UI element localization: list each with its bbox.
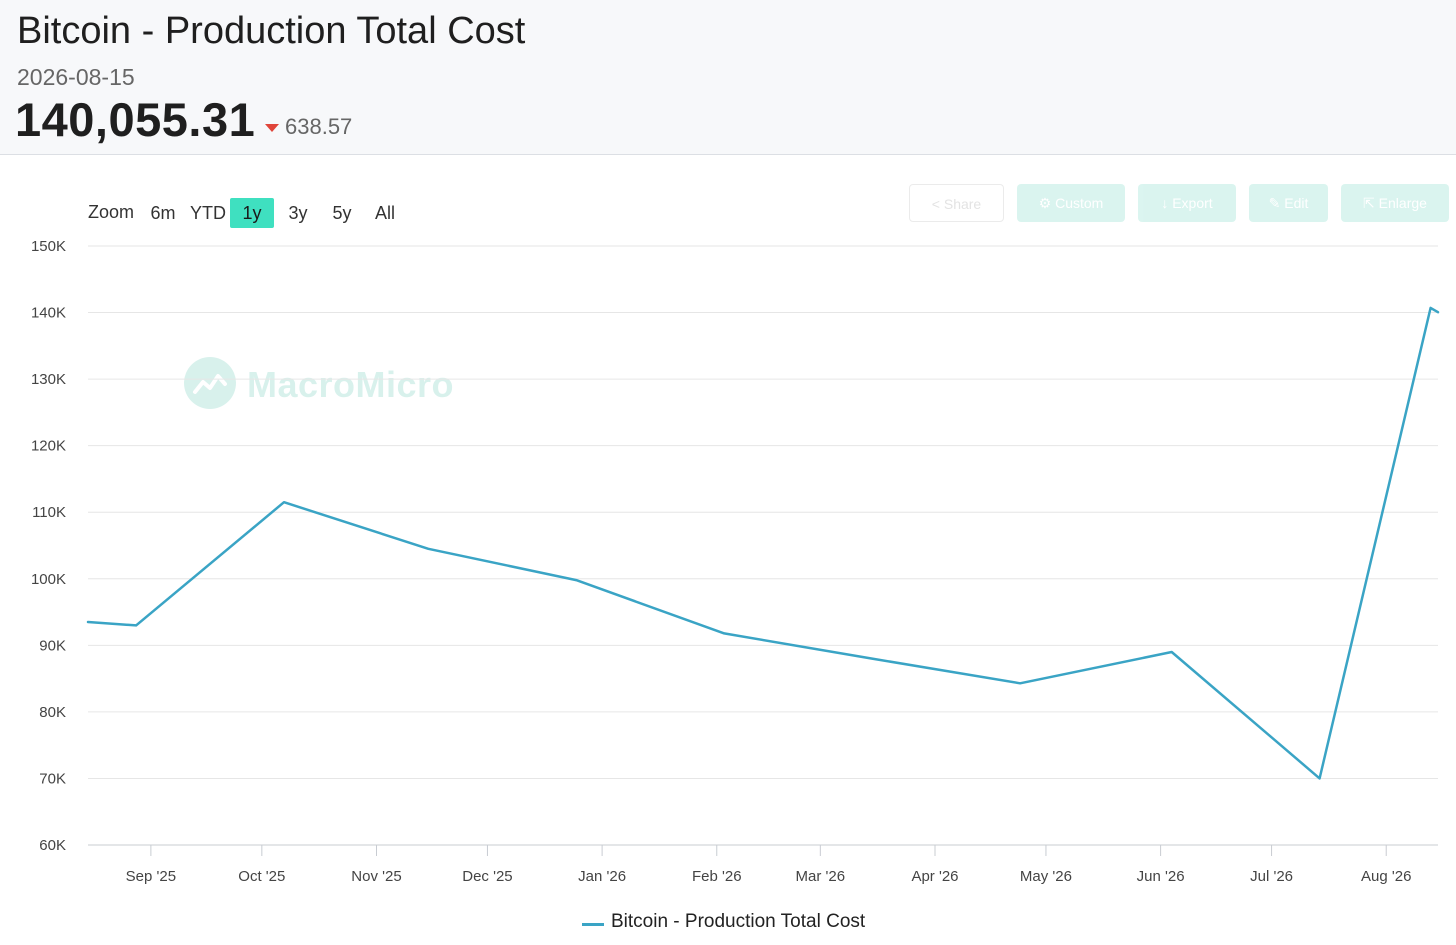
download-icon: ↓ bbox=[1161, 195, 1169, 211]
gridlines bbox=[88, 245, 1438, 846]
data-point[interactable] bbox=[718, 627, 730, 639]
enlarge-button[interactable]: ⇱ Enlarge bbox=[1341, 184, 1449, 222]
export-button-label: Export bbox=[1172, 195, 1213, 211]
share-icon: < bbox=[931, 196, 940, 212]
y-tick-label: 110K bbox=[32, 504, 66, 521]
y-tick-label: 90K bbox=[39, 637, 66, 654]
data-point[interactable] bbox=[278, 496, 290, 508]
x-tick-label: Dec '25 bbox=[462, 868, 512, 885]
series-line[interactable] bbox=[86, 306, 1440, 780]
zoom-5y-button[interactable]: 5y bbox=[332, 203, 352, 223]
watermark-text: MacroMicro bbox=[247, 364, 455, 405]
x-tick-label: Apr '26 bbox=[911, 868, 958, 885]
x-tick-label: Aug '26 bbox=[1361, 868, 1411, 885]
y-tick-label: 70K bbox=[39, 770, 66, 787]
chart-title: Bitcoin - Production Total Cost bbox=[17, 10, 526, 52]
data-point[interactable] bbox=[82, 616, 94, 628]
x-tick-label: Nov '25 bbox=[351, 868, 401, 885]
chart-header: Bitcoin - Production Total Cost 2026-08-… bbox=[0, 0, 1456, 155]
y-tick-label: 60K bbox=[39, 837, 66, 854]
zoom-3y-button[interactable]: 3y bbox=[288, 203, 308, 223]
y-tick-label: 80K bbox=[39, 704, 66, 721]
x-tick-label: Jun '26 bbox=[1137, 868, 1185, 885]
zoom-label: Zoom bbox=[88, 202, 135, 222]
share-button-label: Share bbox=[943, 196, 982, 212]
change-value: 638.57 bbox=[285, 114, 353, 139]
y-tick-label: 100K bbox=[31, 571, 66, 588]
edit-button-label: Edit bbox=[1284, 195, 1309, 211]
series-group bbox=[82, 306, 1444, 784]
x-tick-label: Oct '25 bbox=[238, 868, 285, 885]
data-point[interactable] bbox=[1166, 646, 1178, 658]
watermark: MacroMicro bbox=[183, 356, 454, 415]
share-button[interactable]: < Share bbox=[909, 184, 1004, 222]
y-tick-label: 130K bbox=[31, 371, 66, 388]
x-tick-label: Feb '26 bbox=[692, 868, 742, 885]
data-point[interactable] bbox=[1432, 306, 1444, 318]
x-tick-label: Jan '26 bbox=[578, 868, 626, 885]
x-tick-label: Sep '25 bbox=[126, 868, 176, 885]
data-point[interactable] bbox=[1014, 677, 1026, 689]
legend-label: Bitcoin - Production Total Cost bbox=[611, 911, 866, 932]
data-point[interactable] bbox=[1314, 772, 1326, 784]
x-axis: Sep '25 Oct '25 Nov '25 Dec '25 Jan '26 Feb '… bbox=[126, 845, 1411, 885]
pencil-icon: ✎ bbox=[1268, 195, 1281, 211]
custom-button[interactable]: ⚙ Custom bbox=[1017, 184, 1125, 222]
latest-date: 2026-08-15 bbox=[17, 64, 135, 90]
zoom-6m-button[interactable]: 6m bbox=[150, 203, 176, 223]
edit-button[interactable]: ✎ Edit bbox=[1249, 184, 1328, 222]
y-tick-label: 150K bbox=[31, 238, 66, 255]
x-tick-label: Mar '26 bbox=[796, 868, 846, 885]
y-tick-label: 120K bbox=[31, 438, 66, 455]
data-point[interactable] bbox=[866, 653, 878, 665]
custom-button-label: Custom bbox=[1055, 195, 1104, 211]
data-point[interactable] bbox=[422, 543, 434, 555]
x-tick-label: Jul '26 bbox=[1250, 868, 1293, 885]
gear-icon: ⚙ bbox=[1038, 195, 1052, 211]
zoom-all-button[interactable]: All bbox=[374, 203, 395, 223]
y-tick-label: 140K bbox=[31, 305, 66, 322]
down-arrow-icon bbox=[265, 124, 279, 132]
latest-value: 140,055.31 bbox=[15, 93, 256, 146]
legend-swatch bbox=[582, 923, 604, 926]
data-point[interactable] bbox=[570, 574, 582, 586]
data-point[interactable] bbox=[130, 619, 142, 631]
export-button[interactable]: ↓ Export bbox=[1138, 184, 1236, 222]
x-tick-label: May '26 bbox=[1020, 868, 1072, 885]
zoom-ytd-button[interactable]: YTD bbox=[190, 203, 226, 223]
zoom-1y-button[interactable]: 1y bbox=[230, 198, 274, 228]
y-axis: 60K 70K 80K 90K 100K 110K 120K 130K 140K 150K bbox=[31, 238, 66, 854]
expand-icon: ⇱ bbox=[1363, 195, 1375, 211]
enlarge-button-label: Enlarge bbox=[1378, 195, 1427, 211]
